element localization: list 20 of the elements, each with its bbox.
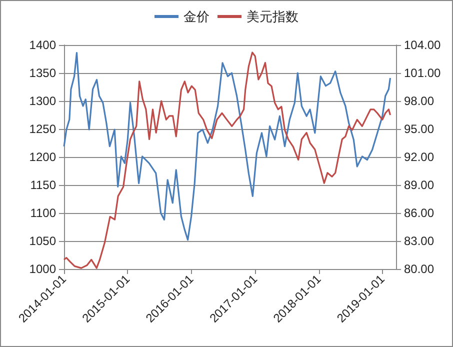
y2-tick-label: 101.00	[404, 66, 442, 80]
y2-tick-label: 98.00	[404, 94, 434, 108]
y-tick-label: 1150	[30, 178, 56, 192]
y-tick-label: 1200	[29, 150, 56, 164]
y-tick-label: 1050	[29, 234, 56, 248]
y2-tick-label: 83.00	[404, 234, 434, 248]
legend-label: 金价	[184, 9, 210, 24]
y-tick-label: 1100	[30, 206, 56, 220]
y-tick-label: 1250	[29, 122, 56, 136]
y-tick-label: 1300	[29, 94, 56, 108]
y2-tick-label: 104.00	[404, 38, 442, 52]
y2-tick-label: 92.00	[404, 150, 434, 164]
y-tick-label: 1400	[29, 38, 56, 52]
legend-label: 美元指数	[246, 9, 298, 24]
y-tick-label: 1350	[29, 66, 56, 80]
y2-tick-label: 89.00	[404, 178, 434, 192]
y2-tick-label: 86.00	[404, 206, 434, 220]
y-tick-label: 1000	[29, 262, 56, 276]
y2-tick-label: 80.00	[404, 262, 434, 276]
y2-tick-label: 95.00	[404, 122, 434, 136]
